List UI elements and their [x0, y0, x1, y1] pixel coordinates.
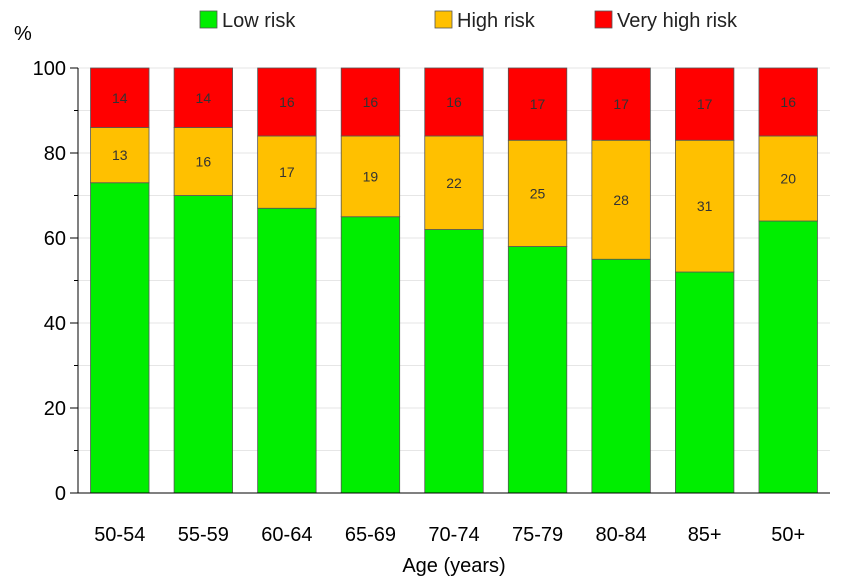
bar-segment — [173, 67, 233, 128]
bar-segment — [507, 67, 568, 141]
x-axis-title: Age (years) — [402, 555, 505, 577]
data-labels: 13 14 16 14 17 16 19 16 22 16 25 17 28 17 31 17 20 16 — [112, 90, 796, 214]
data-label: 17 — [530, 96, 546, 112]
bar-segment — [340, 135, 401, 218]
bar-segment — [591, 258, 651, 494]
y-tick-label: 100 — [33, 58, 66, 80]
legend: Low risk High risk Very high risk — [199, 10, 738, 32]
legend-swatch — [594, 10, 613, 29]
bar-segment — [758, 135, 818, 222]
y-tick-label: 60 — [44, 228, 66, 250]
x-tick-label: 50-54 — [94, 524, 145, 546]
bar-segment — [507, 246, 568, 494]
bar-segment — [340, 67, 401, 137]
legend-label: High risk — [457, 10, 536, 32]
bar-segment — [675, 67, 735, 141]
data-label: 16 — [196, 154, 212, 170]
data-label: 17 — [279, 164, 295, 180]
data-label: 14 — [196, 90, 212, 106]
legend-label: Low risk — [222, 10, 296, 32]
bar-segment — [424, 135, 484, 230]
data-label: 20 — [780, 171, 796, 187]
bar-segment — [257, 207, 317, 494]
data-label: 16 — [446, 94, 462, 110]
bar-segment — [424, 229, 484, 494]
data-label: 28 — [613, 192, 629, 208]
data-label: 14 — [112, 90, 128, 106]
bar-segment — [591, 139, 651, 260]
bar-segment — [257, 135, 317, 209]
data-label: 16 — [279, 94, 295, 110]
bar-segment — [758, 220, 818, 494]
bar-segment — [424, 67, 484, 137]
data-label: 13 — [112, 147, 128, 163]
data-label: 16 — [363, 94, 379, 110]
data-label: 31 — [697, 198, 713, 214]
legend-swatch — [199, 10, 218, 29]
bar-segment — [758, 67, 818, 137]
y-tick-label: 20 — [44, 398, 66, 420]
bar-segment — [90, 67, 150, 128]
data-label: 25 — [530, 185, 546, 201]
bar-segment — [340, 216, 401, 494]
x-tick-label: 60-64 — [261, 524, 312, 546]
data-label: 22 — [446, 175, 462, 191]
y-tick-label: 80 — [44, 143, 66, 165]
bar-segment — [591, 67, 651, 141]
data-label: 17 — [697, 96, 713, 112]
bar-segment — [675, 271, 735, 494]
x-tick-label: 65-69 — [345, 524, 396, 546]
y-tick-label: 40 — [44, 313, 66, 335]
x-tick-label: 50+ — [771, 524, 805, 546]
data-label: 17 — [613, 96, 629, 112]
bars — [90, 67, 818, 494]
data-label: 19 — [363, 168, 379, 184]
legend-label: Very high risk — [617, 10, 738, 32]
x-tick-label: 85+ — [688, 524, 722, 546]
bar-segment — [173, 195, 233, 494]
x-tick-label: 75-79 — [512, 524, 563, 546]
x-tick-label: 80-84 — [596, 524, 647, 546]
legend-swatch — [434, 10, 453, 29]
bar-segment — [90, 182, 150, 494]
bar-segment — [507, 139, 568, 247]
y-tick-label: 0 — [55, 483, 66, 505]
x-tick-label: 70-74 — [428, 524, 479, 546]
bar-segment — [257, 67, 317, 137]
y-axis-title: % — [14, 23, 32, 45]
axes: 50-54 55-59 60-64 65-69 70-74 75-79 80-84 85+ 50… — [33, 58, 830, 546]
data-label: 16 — [780, 94, 796, 110]
bar-segment — [173, 127, 233, 196]
x-tick-label: 55-59 — [178, 524, 229, 546]
